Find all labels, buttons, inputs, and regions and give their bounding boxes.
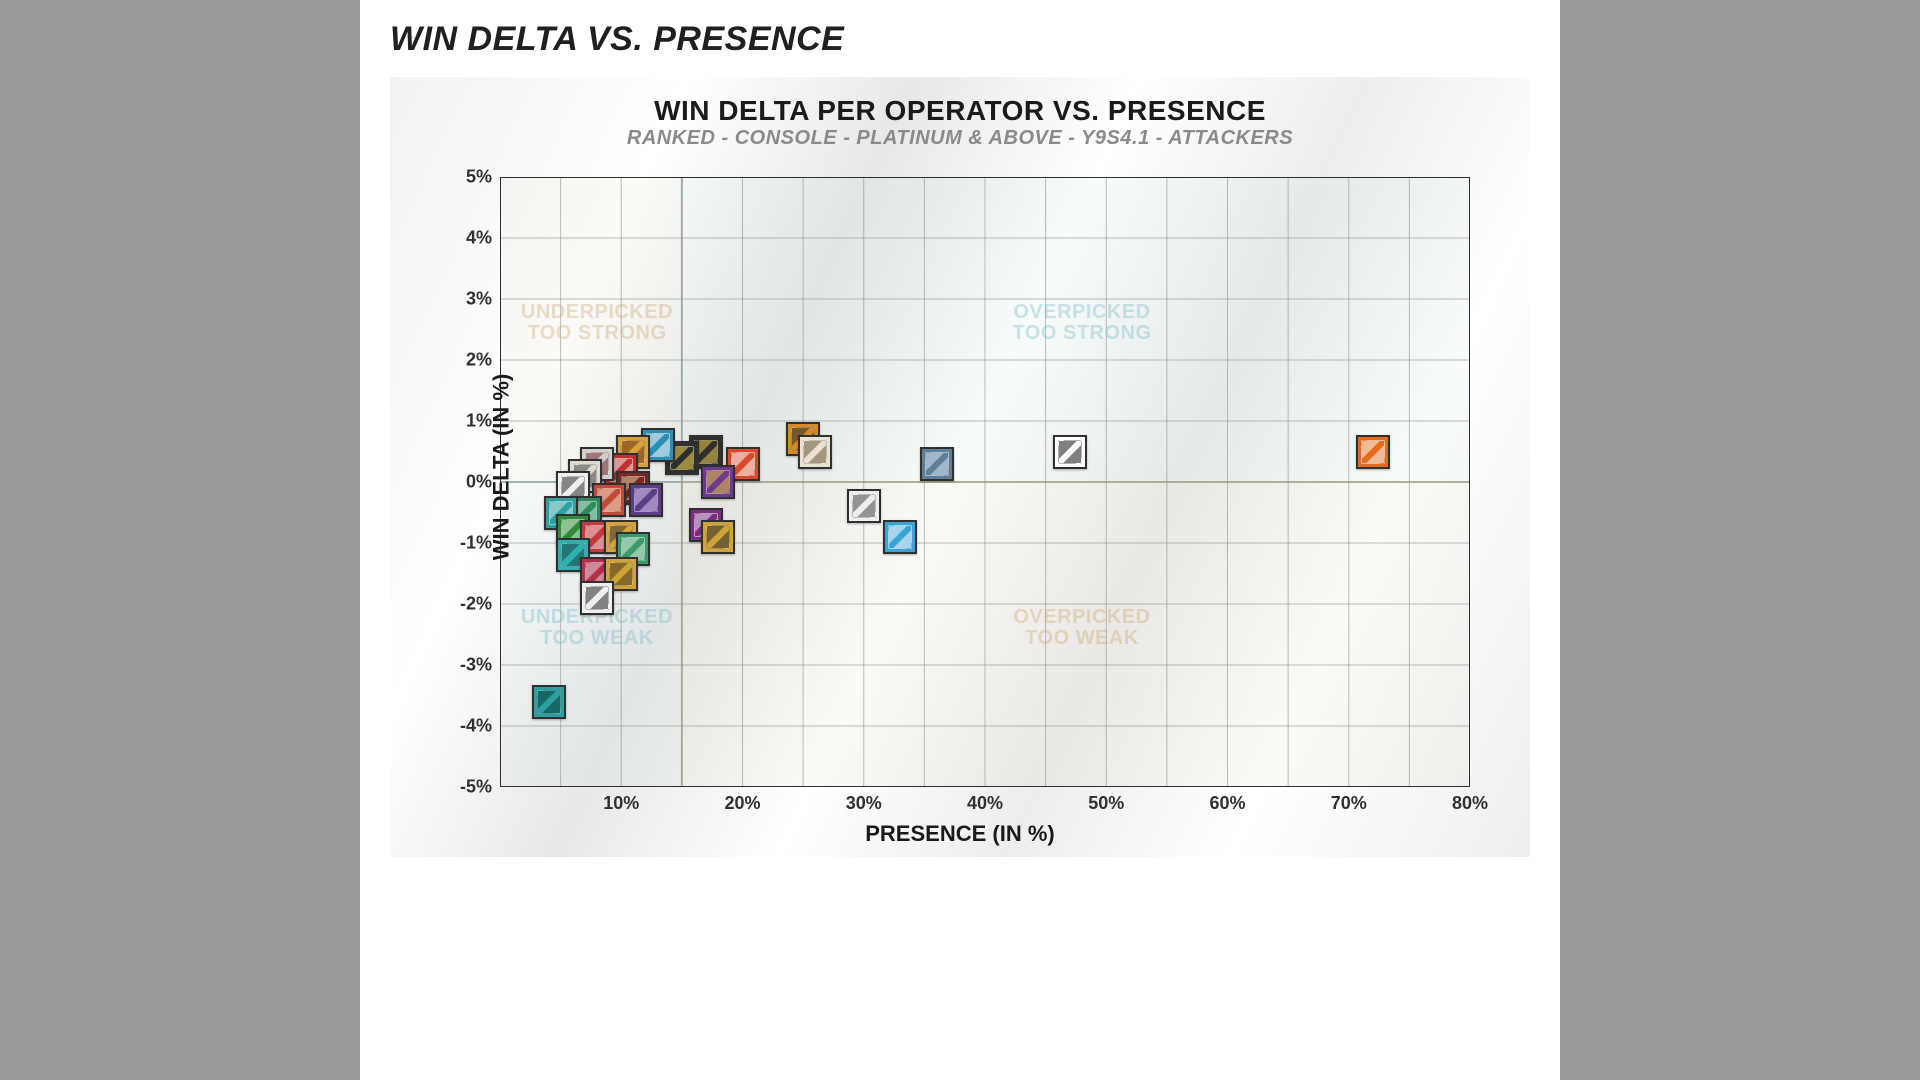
x-axis-label: PRESENCE (IN %) [390, 821, 1530, 847]
chart-title-block: WIN DELTA PER OPERATOR VS. PRESENCE RANK… [390, 95, 1530, 150]
x-tick: 30% [846, 787, 882, 814]
operator-icon [883, 520, 917, 554]
operator-icon [629, 483, 663, 517]
operator-icon [701, 520, 735, 554]
x-tick: 60% [1209, 787, 1245, 814]
operator-icon [847, 489, 881, 523]
y-tick: -4% [460, 716, 500, 737]
y-tick: 3% [466, 289, 500, 310]
x-tick: 40% [967, 787, 1003, 814]
y-tick: 4% [466, 228, 500, 249]
operator-icon [532, 685, 566, 719]
y-tick: 2% [466, 350, 500, 371]
plot-area: -5%-4%-3%-2%-1%0%1%2%3%4%5%10%20%30%40%5… [500, 177, 1470, 787]
operator-icon [1053, 435, 1087, 469]
page: WIN DELTA VS. PRESENCE WIN DELTA PER OPE… [360, 0, 1560, 1080]
x-tick: 80% [1452, 787, 1488, 814]
chart-frame: WIN DELTA PER OPERATOR VS. PRESENCE RANK… [390, 77, 1530, 857]
x-tick: 50% [1088, 787, 1124, 814]
section-title: WIN DELTA VS. PRESENCE [390, 20, 1530, 59]
y-tick: -5% [460, 777, 500, 798]
operator-icon [798, 435, 832, 469]
operator-icon [701, 465, 735, 499]
operator-icon [1356, 435, 1390, 469]
chart-subtitle: RANKED - CONSOLE - PLATINUM & ABOVE - Y9… [390, 127, 1530, 150]
y-tick: -3% [460, 655, 500, 676]
operator-icon [920, 447, 954, 481]
y-tick: 5% [466, 167, 500, 188]
operator-icon [580, 581, 614, 615]
x-tick: 20% [724, 787, 760, 814]
chart-title: WIN DELTA PER OPERATOR VS. PRESENCE [390, 95, 1530, 127]
x-tick: 10% [603, 787, 639, 814]
y-axis-label: WIN DELTA (IN %) [488, 374, 514, 561]
x-tick: 70% [1331, 787, 1367, 814]
y-tick: -2% [460, 594, 500, 615]
